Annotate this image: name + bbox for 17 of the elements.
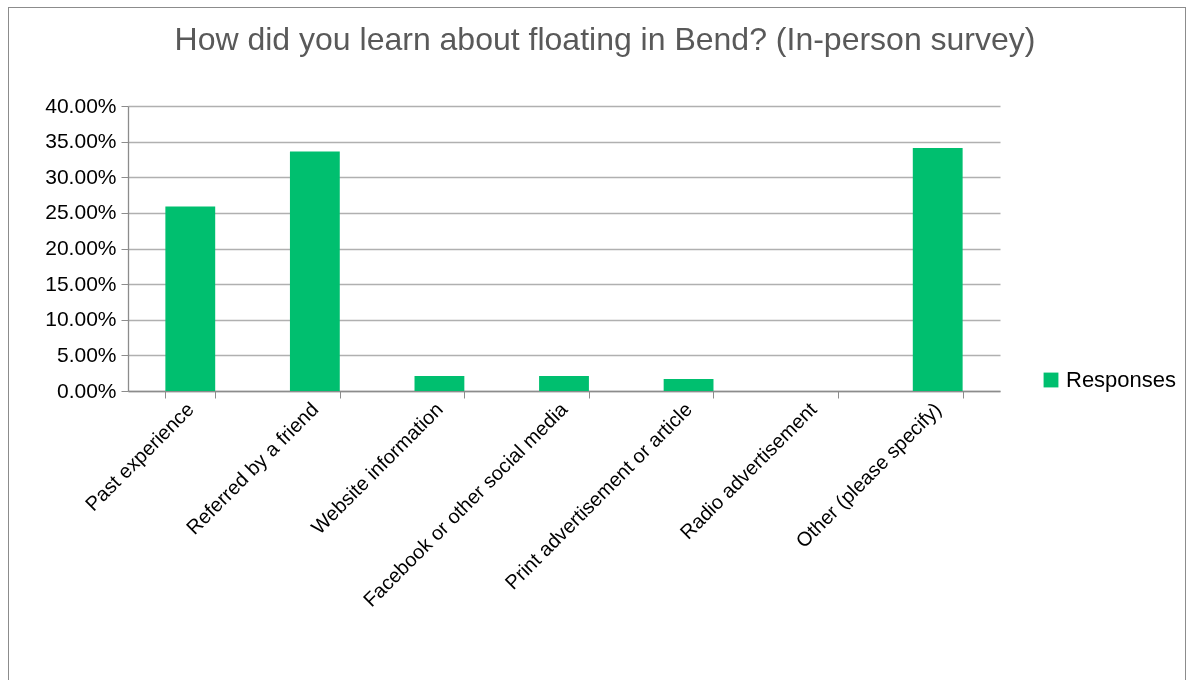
legend-label: Responses <box>1066 367 1177 392</box>
y-tick-label: 25.00% <box>45 200 117 224</box>
y-tick-label: 35.00% <box>45 129 117 153</box>
bar <box>912 148 963 391</box>
bar <box>663 378 714 391</box>
bar <box>289 151 340 391</box>
chart-title: How did you learn about floating in Bend? (In-person survey) <box>174 21 1036 57</box>
y-tick-label: 0.00% <box>56 378 117 402</box>
y-tick-label: 15.00% <box>45 271 117 295</box>
bar <box>165 206 216 391</box>
y-tick-label: 20.00% <box>45 236 117 259</box>
y-tick-label: 10.00% <box>45 307 117 331</box>
y-tick-label: 5.00% <box>56 342 117 366</box>
y-tick-label: 30.00% <box>45 164 117 188</box>
bar <box>414 376 465 391</box>
y-tick-label: 40.00% <box>45 93 117 117</box>
bar <box>539 376 589 391</box>
